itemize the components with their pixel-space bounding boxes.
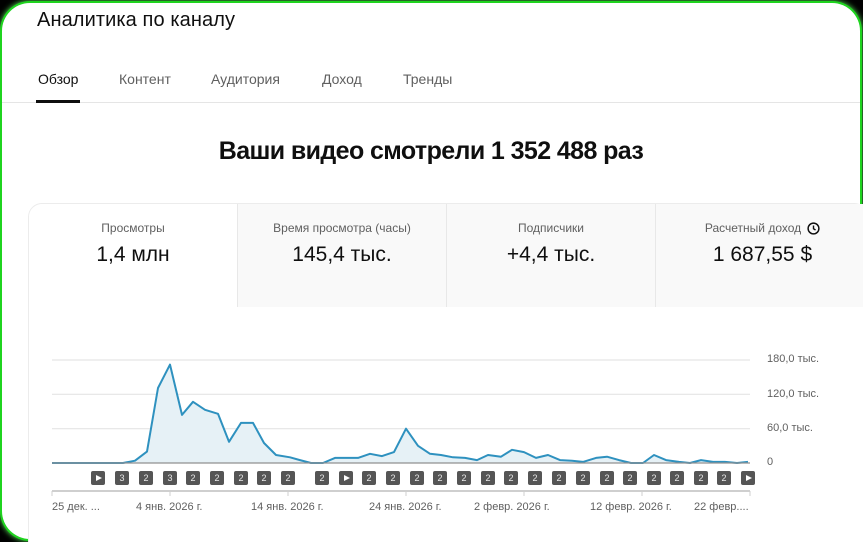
tab-trends[interactable]: Тренды [403, 71, 453, 87]
metric-value: 145,4 тыс. [292, 243, 392, 266]
tab-revenue[interactable]: Доход [322, 71, 362, 87]
video-count-badge[interactable]: 2 [186, 471, 200, 485]
video-count-badge[interactable]: 2 [481, 471, 495, 485]
video-count-badge[interactable]: 2 [386, 471, 400, 485]
video-count-badge[interactable]: 2 [600, 471, 614, 485]
metric-label: Расчетный доход [704, 221, 802, 235]
video-count-badge[interactable]: 2 [717, 471, 731, 485]
video-count-badge[interactable]: 2 [257, 471, 271, 485]
metric-label-row: Расчетный доход [656, 221, 863, 235]
video-count-badge[interactable]: 2 [139, 471, 153, 485]
tab-audience[interactable]: Аудитория [211, 71, 280, 87]
video-count-badge[interactable]: 2 [457, 471, 471, 485]
video-count-badge[interactable]: 2 [281, 471, 295, 485]
clock-icon[interactable] [807, 221, 820, 235]
metric-label: Просмотры [101, 221, 165, 235]
page-title: Аналитика по каналу [37, 9, 236, 31]
video-count-badge[interactable]: 3 [163, 471, 177, 485]
video-count-badge[interactable]: 2 [552, 471, 566, 485]
metric-value: 1,4 млн [96, 243, 170, 266]
metric-revenue[interactable]: Расчетный доход 1 687,55 $ [655, 204, 863, 307]
metric-value: 1 687,55 $ [712, 243, 813, 266]
video-play-badge[interactable] [741, 471, 755, 485]
video-count-badge[interactable]: 2 [410, 471, 424, 485]
metric-tabs: Просмотры 1,4 млн Время просмотра (часы)… [29, 204, 863, 307]
video-count-badge[interactable]: 2 [647, 471, 661, 485]
video-count-badge[interactable]: 2 [528, 471, 542, 485]
video-count-badge[interactable]: 2 [576, 471, 590, 485]
metric-label: Подписчики [517, 221, 584, 235]
metric-views[interactable]: Просмотры 1,4 млн [29, 204, 237, 307]
video-play-badge[interactable] [91, 471, 105, 485]
metric-label: Время просмотра (часы) [273, 221, 411, 235]
tab-bar: Обзор Контент Аудитория Доход Тренды [2, 65, 860, 103]
video-count-badge[interactable]: 2 [315, 471, 329, 485]
headline: Ваши видео смотрели 1 352 488 раз [218, 137, 644, 165]
video-count-badge[interactable]: 2 [234, 471, 248, 485]
video-play-badge[interactable] [339, 471, 353, 485]
metric-watch-time[interactable]: Время просмотра (часы) 145,4 тыс. [237, 204, 446, 307]
metrics-card: Просмотры 1,4 млн Время просмотра (часы)… [28, 203, 863, 542]
video-count-badge[interactable]: 3 [115, 471, 129, 485]
tab-content[interactable]: Контент [119, 71, 171, 87]
video-count-badge[interactable]: 2 [623, 471, 637, 485]
metric-subscribers[interactable]: Подписчики +4,4 тыс. [446, 204, 655, 307]
tab-overview[interactable]: Обзор [35, 71, 81, 103]
video-count-badge[interactable]: 2 [362, 471, 376, 485]
video-count-badge[interactable]: 2 [504, 471, 518, 485]
video-count-badge[interactable]: 2 [210, 471, 224, 485]
video-count-badge[interactable]: 2 [433, 471, 447, 485]
video-count-badge[interactable]: 2 [670, 471, 684, 485]
video-count-badge[interactable]: 2 [694, 471, 708, 485]
metric-value: +4,4 тыс. [506, 243, 596, 266]
